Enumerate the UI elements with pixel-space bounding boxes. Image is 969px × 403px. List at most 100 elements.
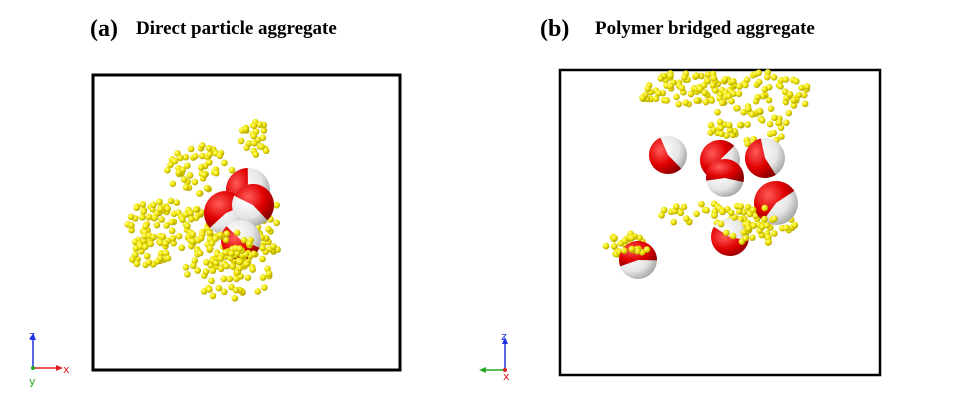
bead xyxy=(229,263,237,270)
bead xyxy=(758,117,766,124)
bead xyxy=(212,235,219,243)
bead xyxy=(182,183,190,191)
bead xyxy=(250,122,258,130)
bead xyxy=(729,77,737,85)
bead xyxy=(744,203,752,211)
bead xyxy=(178,244,186,252)
bead xyxy=(710,74,718,82)
bead xyxy=(191,257,199,264)
bead xyxy=(735,90,743,98)
bead xyxy=(220,275,228,283)
bead xyxy=(164,205,172,213)
bead xyxy=(678,84,686,92)
bead xyxy=(761,215,768,223)
bead xyxy=(236,245,243,252)
bead xyxy=(162,249,170,257)
bead xyxy=(184,162,191,169)
bead xyxy=(735,208,743,215)
bead xyxy=(217,231,224,239)
panel-label: (a) xyxy=(90,16,118,42)
axis-label: z xyxy=(29,329,35,342)
bead xyxy=(196,249,204,257)
bead xyxy=(260,127,268,134)
bead xyxy=(710,126,717,134)
bead xyxy=(697,85,704,93)
bead xyxy=(775,119,783,126)
bead xyxy=(717,124,724,132)
bead xyxy=(709,81,717,89)
bead xyxy=(743,76,751,83)
bead xyxy=(763,73,771,81)
bead xyxy=(670,218,678,226)
bead xyxy=(223,262,230,270)
bead xyxy=(714,108,721,116)
bead xyxy=(781,88,789,96)
panel-title: Polymer bridged aggregate xyxy=(595,18,815,39)
bead xyxy=(209,292,217,300)
bead xyxy=(680,203,688,211)
bead xyxy=(731,214,738,221)
nanoparticle-patch xyxy=(711,226,749,257)
bead xyxy=(221,159,228,167)
bead xyxy=(184,270,191,278)
bead xyxy=(602,242,610,250)
bead xyxy=(209,267,217,274)
axis-label: x xyxy=(503,370,510,383)
bead xyxy=(771,114,778,122)
bead xyxy=(652,95,660,102)
bead xyxy=(725,92,733,100)
bead xyxy=(156,198,163,206)
bead xyxy=(182,153,190,161)
bead xyxy=(243,260,250,268)
bead xyxy=(233,229,241,237)
bead xyxy=(168,218,176,226)
bead xyxy=(675,100,682,108)
bead xyxy=(136,243,144,250)
bead xyxy=(621,237,629,244)
bead xyxy=(167,161,174,169)
bead xyxy=(179,216,186,223)
bead xyxy=(157,205,164,213)
bead xyxy=(660,206,668,214)
bead xyxy=(177,154,184,162)
bead xyxy=(187,145,195,153)
panel-label: (b) xyxy=(540,16,569,42)
bead xyxy=(723,229,730,237)
bead xyxy=(205,159,213,166)
bead xyxy=(217,265,225,273)
bead xyxy=(175,168,183,176)
bead xyxy=(145,259,153,266)
bead xyxy=(265,225,272,233)
bead xyxy=(233,250,241,257)
bead xyxy=(145,213,153,221)
sim-box xyxy=(558,68,882,377)
bead xyxy=(777,124,785,132)
bead xyxy=(611,234,618,242)
bead xyxy=(217,255,224,262)
bead xyxy=(777,82,784,90)
bead xyxy=(150,201,157,209)
bead xyxy=(667,72,674,80)
bead xyxy=(693,210,700,218)
bead xyxy=(203,184,211,192)
bead xyxy=(745,105,752,113)
bead xyxy=(767,105,775,113)
bead xyxy=(748,111,756,118)
bead xyxy=(196,190,203,197)
bead xyxy=(182,263,190,271)
bead xyxy=(205,144,213,152)
bead xyxy=(712,87,719,94)
bead xyxy=(725,121,733,129)
bead xyxy=(723,132,730,139)
bead xyxy=(168,227,176,235)
bead xyxy=(147,240,155,248)
bead xyxy=(242,125,249,133)
bead xyxy=(673,93,680,101)
bead xyxy=(212,169,220,177)
axis-triad: z x xyxy=(479,330,510,383)
bead xyxy=(163,222,170,229)
bead xyxy=(170,239,177,247)
bead xyxy=(157,239,164,247)
nanoparticle-patch xyxy=(706,159,744,183)
bead xyxy=(744,121,751,128)
